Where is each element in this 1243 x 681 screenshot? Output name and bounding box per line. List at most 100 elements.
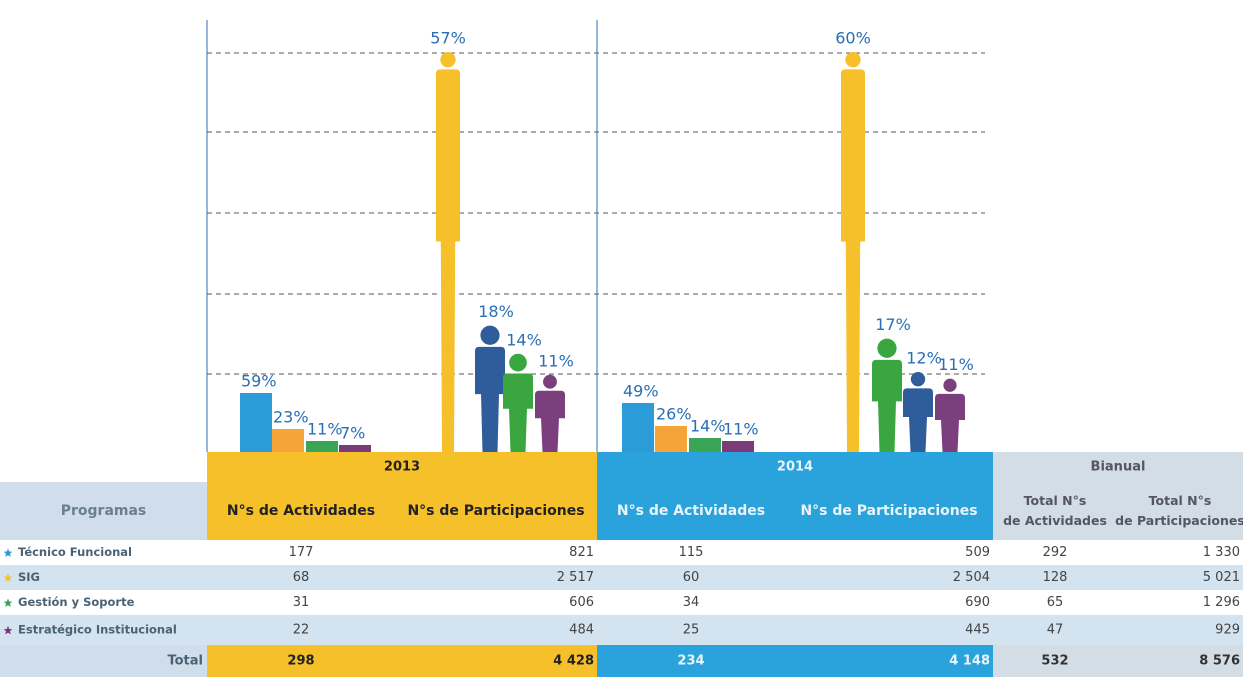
total-label: Total [167,654,203,669]
header-label: Total N°s de Actividades [1003,493,1107,528]
data-label: 11% [723,420,759,439]
header-line: de Participaciones [1115,513,1243,528]
total-cell [395,645,597,677]
data-label: 60% [835,29,871,48]
cell-value: 298 [287,654,314,669]
data-label: 57% [430,29,466,48]
row-label: Gestión y Soporte [18,595,135,609]
header-label: Programas [61,503,147,519]
bar [272,429,304,452]
bar [240,393,272,452]
data-label: 49% [623,382,659,401]
row-marker [3,573,13,582]
bar [622,403,654,452]
data-label: 12% [906,349,942,368]
cell-value: 484 [569,623,594,638]
data-label: 14% [506,330,542,349]
bar [655,426,687,452]
header-cell [0,482,207,540]
data-label: 17% [875,315,911,334]
cell-value: 4 148 [949,654,990,669]
row-label: Técnico Funcional [18,545,132,559]
cell-value: 31 [293,595,310,610]
cell-value: 606 [569,595,594,610]
header-label: N°s de Participaciones [800,503,977,519]
header-cell [597,482,785,540]
cell-value: 234 [677,654,704,669]
gridlines [207,52,985,375]
total-cell [207,645,395,677]
cell-value: 929 [1215,623,1240,638]
cell-value: 128 [1043,570,1068,585]
row-label: SIG [18,570,40,584]
group-header-cell [207,452,597,482]
header-line: Total N°s [1149,493,1212,508]
data-label: 26% [656,405,692,424]
cell-value: 47 [1047,623,1064,638]
bar [306,441,338,452]
group-header: 2013 [384,460,420,475]
cell-value: 4 428 [553,654,594,669]
total-cell [785,645,993,677]
cell-value: 1 330 [1203,545,1240,560]
cell-value: 821 [569,545,594,560]
person-figure [841,52,865,453]
row-marker [3,598,13,607]
group-header: 2014 [777,460,813,475]
header-line: Total N°s [1024,493,1087,508]
cell-value: 2 517 [557,570,594,585]
header-line: de Actividades [1003,513,1107,528]
data-label: 59% [241,372,277,391]
data-label: 11% [938,355,974,374]
cell-value: 690 [965,595,990,610]
cell-value: 22 [293,623,310,638]
person-figure [475,325,505,452]
data-label: 23% [273,408,309,427]
cell-value: 2 504 [953,570,990,585]
person-figure [935,378,965,452]
table: 2013 2014 Bianual Programas N°s de Actividad… [0,452,1243,677]
data-label: 11% [538,351,574,370]
person-figure [535,374,565,452]
cell-value: 60 [683,570,700,585]
row-label: Estratégico Institucional [18,623,177,637]
row-marker [3,548,13,557]
cell-value: 445 [965,623,990,638]
total-cell [993,645,1117,677]
row-bg [0,590,1243,615]
cell-value: 65 [1047,595,1064,610]
cell-value: 292 [1043,545,1068,560]
person-figure [903,371,933,452]
data-label: 7% [340,424,365,443]
person-figure [503,353,533,452]
row-bg [0,540,1243,565]
data-label: 11% [307,420,343,439]
data-label: 14% [690,417,726,436]
cell-value: 25 [683,623,700,638]
header-label: N°s de Actividades [227,503,375,519]
group-header-cell [993,452,1243,482]
data-label: 18% [478,302,514,321]
group-header-cell [597,452,993,482]
group-header: Bianual [1091,460,1146,475]
cell-value: 1 296 [1203,595,1240,610]
header-label: N°s de Actividades [617,503,765,519]
header-cell [207,482,395,540]
person-figure [436,51,460,452]
bar [722,441,754,452]
header-label: Total N°s de Participaciones [1115,493,1243,528]
cell-value: 8 576 [1199,654,1240,669]
header-cell [993,482,1117,540]
row-bg [0,615,1243,645]
cell-value: 34 [683,595,700,610]
cell-value: 532 [1041,654,1068,669]
person-figure [872,338,902,452]
cell-value: 68 [293,570,310,585]
header-cell [785,482,993,540]
row-marker [3,626,13,635]
cell-value: 115 [679,545,704,560]
cell-value: 509 [965,545,990,560]
header-cell [1117,482,1243,540]
cell-value: 5 021 [1203,570,1240,585]
